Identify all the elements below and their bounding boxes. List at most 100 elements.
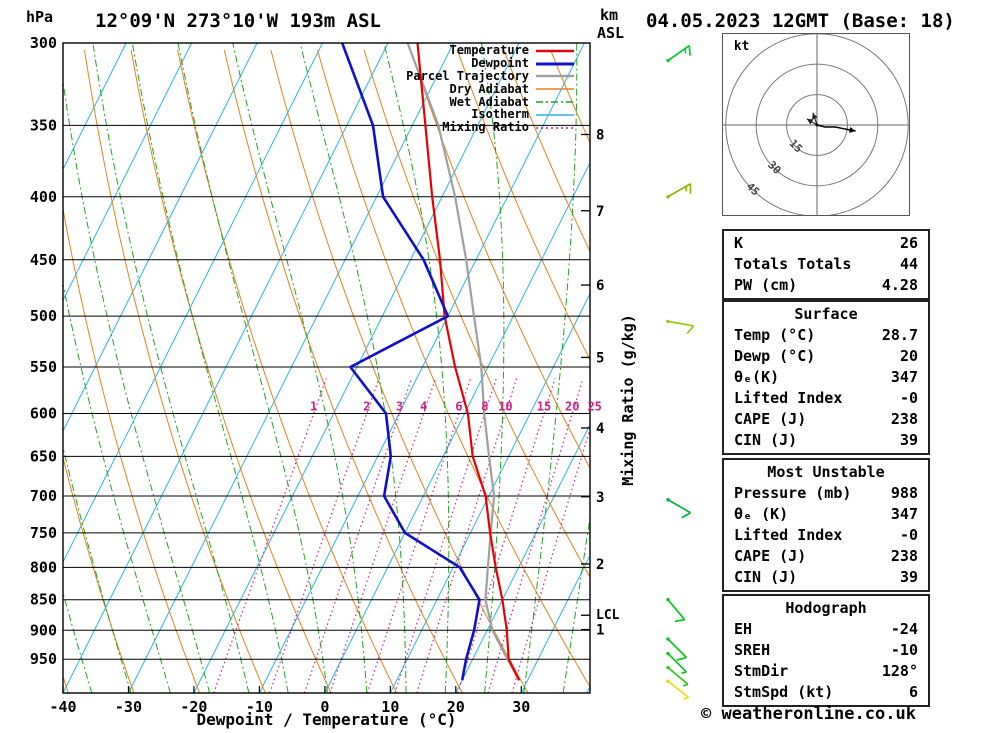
km-unit-label: km	[600, 6, 619, 24]
legend: Temperature Dewpoint Parcel Trajectory Dry …	[383, 43, 575, 134]
svg-text:10: 10	[498, 400, 512, 414]
surface-row: θₑ(K) 347	[724, 367, 928, 388]
svg-text:650: 650	[30, 447, 57, 465]
most_unstable-row: CIN (J) 39	[724, 567, 928, 588]
run-title: 04.05.2023 12GMT (Base: 18)	[646, 10, 955, 32]
surface-title: Surface	[794, 305, 858, 323]
row-label: PW (cm)	[734, 276, 798, 294]
copyright: © weatheronline.co.uk	[701, 704, 916, 724]
svg-text:-20: -20	[180, 698, 207, 716]
dewpoint-line	[340, 43, 481, 681]
row-value: 26	[899, 234, 918, 252]
legend-item: Temperature	[383, 43, 575, 58]
row-label: CIN (J)	[734, 568, 798, 586]
hodo-kt-label: kt	[734, 39, 749, 54]
svg-text:15: 15	[787, 137, 805, 155]
legend-item: Dry Adiabat	[383, 82, 575, 96]
svg-text:10: 10	[381, 698, 399, 716]
indices-row: Totals Totals 44	[724, 254, 928, 275]
row-value: 238	[890, 547, 918, 565]
legend-label: Dewpoint	[471, 56, 529, 71]
surface-panel: Surface Temp (°C) 28.7 Dewp (°C) 20 θₑ(K) 347 L…	[722, 300, 930, 455]
svg-text:6: 6	[455, 400, 462, 414]
axis-labels: 3003504004505005506006507007508008509009…	[30, 34, 620, 716]
parcel-trajectory-line	[406, 43, 521, 681]
svg-text:1: 1	[310, 400, 317, 414]
surface-row: CAPE (J) 238	[724, 409, 928, 430]
row-label: θₑ(K)	[734, 368, 780, 386]
temperature-line	[416, 43, 521, 681]
row-value: -0	[899, 526, 918, 544]
row-label: SREH	[734, 641, 771, 659]
legend-label: Temperature	[449, 43, 529, 58]
svg-text:300: 300	[30, 34, 57, 52]
svg-text:500: 500	[30, 307, 57, 325]
row-value: 44	[899, 255, 918, 273]
legend-label: Parcel Trajectory	[406, 69, 529, 83]
mixing-ratio-axis-label: Mixing Ratio (g/kg)	[619, 314, 637, 486]
svg-text:4: 4	[596, 421, 604, 437]
row-value: 4.28	[881, 276, 918, 294]
svg-text:600: 600	[30, 405, 57, 423]
row-label: CAPE (J)	[734, 410, 807, 428]
legend-line-swatch	[536, 114, 574, 116]
row-value: 347	[890, 505, 918, 523]
row-label: K	[734, 234, 744, 252]
svg-text:850: 850	[30, 591, 57, 609]
most_unstable-row: θₑ (K) 347	[724, 504, 928, 525]
row-value: 20	[899, 347, 918, 365]
legend-item: Mixing Ratio	[383, 120, 575, 134]
svg-text:2: 2	[363, 400, 370, 414]
row-value: 988	[890, 484, 918, 502]
row-label: Pressure (mb)	[734, 484, 852, 502]
row-label: Lifted Index	[734, 389, 843, 407]
row-value: 39	[899, 431, 918, 449]
most_unstable-row: Lifted Index -0	[724, 525, 928, 546]
legend-label: Wet Adiabat	[449, 94, 529, 109]
svg-text:400: 400	[30, 188, 57, 206]
svg-text:950: 950	[30, 650, 57, 668]
hodograph-row: StmDir 128°	[724, 661, 928, 682]
row-label: StmDir	[734, 662, 789, 680]
svg-text:20: 20	[447, 698, 465, 716]
lcl-label: LCL	[596, 608, 620, 623]
svg-text:8: 8	[596, 127, 604, 143]
station-title: 12°09'N 273°10'W 193m ASL	[95, 10, 381, 32]
plot-border	[62, 42, 591, 694]
wind-barbs	[666, 44, 695, 700]
surface-row: CIN (J) 39	[724, 430, 928, 451]
legend-line-swatch	[536, 101, 574, 103]
row-label: Totals Totals	[734, 255, 852, 273]
legend-item: Isotherm	[383, 107, 575, 121]
hodograph-title: Hodograph	[785, 599, 867, 617]
svg-text:450: 450	[30, 251, 57, 269]
temperature-axis-label: Dewpoint / Temperature (°C)	[196, 710, 457, 729]
legend-item: Dewpoint	[383, 56, 575, 71]
legend-line-swatch	[536, 49, 574, 53]
svg-text:700: 700	[30, 487, 57, 505]
surface-row: Lifted Index -0	[724, 388, 928, 409]
indices-row: K 26	[724, 233, 928, 254]
most-unstable-panel: Most Unstable Pressure (mb) 988 θₑ (K) 347 Li…	[722, 458, 930, 592]
row-label: Dewp (°C)	[734, 347, 816, 365]
hodograph-row: StmSpd (kt) 6	[724, 682, 928, 703]
most_unstable-title: Most Unstable	[767, 463, 885, 481]
legend-line-swatch	[536, 126, 574, 129]
hodograph-panel: Hodograph EH -24 SREH -10 StmDir 128° StmSpd (k…	[722, 594, 930, 707]
svg-text:-10: -10	[246, 698, 273, 716]
pressure-unit-label: hPa	[26, 8, 54, 26]
sounding-profiles	[340, 43, 521, 681]
svg-text:20: 20	[565, 400, 579, 414]
row-value: -10	[890, 641, 918, 659]
most_unstable-row: Pressure (mb) 988	[724, 483, 928, 504]
legend-line-swatch	[536, 62, 574, 66]
skewt-chart: 3003504004505005506006507007508008509009…	[30, 34, 695, 716]
svg-text:3: 3	[596, 490, 604, 506]
svg-text:-30: -30	[115, 698, 142, 716]
svg-text:3: 3	[396, 400, 403, 414]
svg-text:1: 1	[596, 623, 604, 639]
row-label: EH	[734, 620, 753, 638]
legend-line-swatch	[536, 88, 574, 91]
row-value: 6	[908, 683, 918, 701]
legend-item: Parcel Trajectory	[383, 69, 575, 83]
